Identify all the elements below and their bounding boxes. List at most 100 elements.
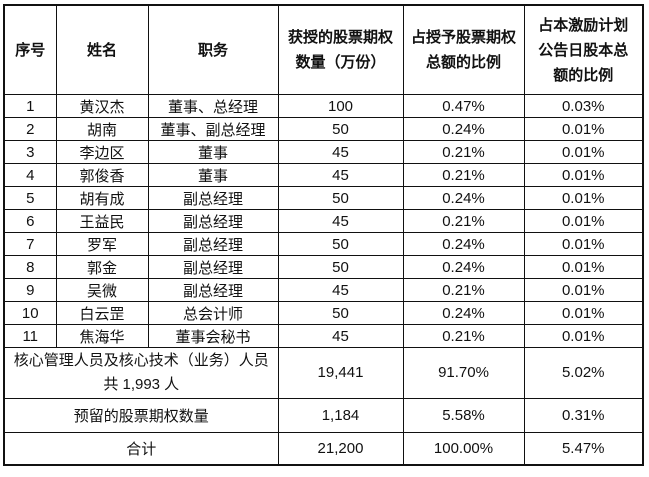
cell-pct-capital: 0.01% bbox=[523, 140, 644, 164]
table-row: 9 吴微 副总经理 45 0.21% 0.01% bbox=[3, 278, 644, 302]
cell-title: 副总经理 bbox=[147, 232, 279, 256]
cell-name: 胡南 bbox=[55, 117, 149, 141]
cell-amount: 50 bbox=[277, 186, 404, 210]
cell-pct-granted: 0.21% bbox=[402, 163, 525, 187]
cell-title: 董事 bbox=[147, 163, 279, 187]
cell-no: 7 bbox=[3, 232, 57, 256]
summary-label: 核心管理人员及核心技术（业务）人员 共 1,993 人 bbox=[3, 347, 279, 399]
cell-title: 董事、总经理 bbox=[147, 94, 279, 118]
cell-pct-granted: 0.21% bbox=[402, 140, 525, 164]
header-cell-pct-capital: 占本激励计划 公告日股本总 额的比例 bbox=[523, 4, 644, 95]
cell-pct-capital: 0.01% bbox=[523, 117, 644, 141]
cell-name: 郭俊香 bbox=[55, 163, 149, 187]
cell-name: 李边区 bbox=[55, 140, 149, 164]
summary-row-total: 合计 21,200 100.00% 5.47% bbox=[3, 432, 644, 466]
cell-no: 9 bbox=[3, 278, 57, 302]
cell-pct-granted: 0.21% bbox=[402, 324, 525, 348]
cell-name: 黄汉杰 bbox=[55, 94, 149, 118]
table-row: 4 郭俊香 董事 45 0.21% 0.01% bbox=[3, 163, 644, 187]
cell-pct-granted: 0.47% bbox=[402, 94, 525, 118]
cell-amount: 45 bbox=[277, 163, 404, 187]
cell-pct-capital: 5.47% bbox=[523, 432, 644, 466]
cell-pct-capital: 0.01% bbox=[523, 324, 644, 348]
header-cell-pct-granted: 占授予股票期权 总额的比例 bbox=[402, 4, 525, 95]
cell-title: 董事会秘书 bbox=[147, 324, 279, 348]
cell-pct-capital: 0.01% bbox=[523, 278, 644, 302]
cell-pct-granted: 100.00% bbox=[402, 432, 525, 466]
cell-title: 董事、副总经理 bbox=[147, 117, 279, 141]
cell-pct-granted: 0.24% bbox=[402, 255, 525, 279]
cell-title: 副总经理 bbox=[147, 186, 279, 210]
cell-name: 郭金 bbox=[55, 255, 149, 279]
table-row: 3 李边区 董事 45 0.21% 0.01% bbox=[3, 140, 644, 164]
cell-amount: 45 bbox=[277, 278, 404, 302]
cell-pct-capital: 0.01% bbox=[523, 186, 644, 210]
cell-pct-capital: 0.31% bbox=[523, 398, 644, 433]
cell-amount: 50 bbox=[277, 301, 404, 325]
cell-title: 副总经理 bbox=[147, 255, 279, 279]
cell-pct-granted: 0.21% bbox=[402, 209, 525, 233]
header-cell-title: 职务 bbox=[147, 4, 279, 95]
cell-amount: 50 bbox=[277, 232, 404, 256]
table-row: 2 胡南 董事、副总经理 50 0.24% 0.01% bbox=[3, 117, 644, 141]
summary-row-core-staff: 核心管理人员及核心技术（业务）人员 共 1,993 人 19,441 91.70… bbox=[3, 347, 644, 399]
cell-title: 董事 bbox=[147, 140, 279, 164]
cell-name: 吴微 bbox=[55, 278, 149, 302]
cell-pct-granted: 0.24% bbox=[402, 232, 525, 256]
cell-amount: 100 bbox=[277, 94, 404, 118]
cell-title: 副总经理 bbox=[147, 209, 279, 233]
cell-no: 1 bbox=[3, 94, 57, 118]
cell-pct-granted: 0.21% bbox=[402, 278, 525, 302]
table-row: 5 胡有成 副总经理 50 0.24% 0.01% bbox=[3, 186, 644, 210]
header-cell-no: 序号 bbox=[3, 4, 57, 95]
summary-label: 合计 bbox=[3, 432, 279, 466]
stock-option-grant-table: 序号 姓名 职务 获授的股票期权 数量（万份） 占授予股票期权 总额的比例 占本… bbox=[3, 4, 644, 466]
cell-name: 罗军 bbox=[55, 232, 149, 256]
cell-title: 副总经理 bbox=[147, 278, 279, 302]
cell-pct-capital: 0.03% bbox=[523, 94, 644, 118]
cell-pct-capital: 5.02% bbox=[523, 347, 644, 399]
cell-pct-capital: 0.01% bbox=[523, 209, 644, 233]
cell-amount: 50 bbox=[277, 255, 404, 279]
cell-name: 白云罡 bbox=[55, 301, 149, 325]
header-row: 序号 姓名 职务 获授的股票期权 数量（万份） 占授予股票期权 总额的比例 占本… bbox=[3, 4, 644, 95]
cell-no: 10 bbox=[3, 301, 57, 325]
summary-label: 预留的股票期权数量 bbox=[3, 398, 279, 433]
cell-amount: 21,200 bbox=[277, 432, 404, 466]
cell-no: 6 bbox=[3, 209, 57, 233]
cell-pct-capital: 0.01% bbox=[523, 232, 644, 256]
grant-table-container: 序号 姓名 职务 获授的股票期权 数量（万份） 占授予股票期权 总额的比例 占本… bbox=[3, 4, 644, 466]
header-cell-name: 姓名 bbox=[55, 4, 149, 95]
cell-pct-granted: 0.24% bbox=[402, 117, 525, 141]
header-cell-amount: 获授的股票期权 数量（万份） bbox=[277, 4, 404, 95]
cell-amount: 45 bbox=[277, 209, 404, 233]
table-row: 7 罗军 副总经理 50 0.24% 0.01% bbox=[3, 232, 644, 256]
cell-title: 总会计师 bbox=[147, 301, 279, 325]
cell-amount: 50 bbox=[277, 117, 404, 141]
cell-pct-granted: 0.24% bbox=[402, 301, 525, 325]
cell-pct-granted: 91.70% bbox=[402, 347, 525, 399]
cell-no: 2 bbox=[3, 117, 57, 141]
table-row: 10 白云罡 总会计师 50 0.24% 0.01% bbox=[3, 301, 644, 325]
cell-no: 8 bbox=[3, 255, 57, 279]
cell-no: 4 bbox=[3, 163, 57, 187]
cell-amount: 45 bbox=[277, 140, 404, 164]
cell-no: 5 bbox=[3, 186, 57, 210]
cell-pct-capital: 0.01% bbox=[523, 163, 644, 187]
table-row: 11 焦海华 董事会秘书 45 0.21% 0.01% bbox=[3, 324, 644, 348]
cell-name: 胡有成 bbox=[55, 186, 149, 210]
table-row: 1 黄汉杰 董事、总经理 100 0.47% 0.03% bbox=[3, 94, 644, 118]
cell-pct-capital: 0.01% bbox=[523, 255, 644, 279]
cell-pct-granted: 0.24% bbox=[402, 186, 525, 210]
table-row: 6 王益民 副总经理 45 0.21% 0.01% bbox=[3, 209, 644, 233]
cell-amount: 19,441 bbox=[277, 347, 404, 399]
cell-pct-granted: 5.58% bbox=[402, 398, 525, 433]
cell-name: 王益民 bbox=[55, 209, 149, 233]
cell-name: 焦海华 bbox=[55, 324, 149, 348]
cell-amount: 45 bbox=[277, 324, 404, 348]
cell-no: 3 bbox=[3, 140, 57, 164]
cell-pct-capital: 0.01% bbox=[523, 301, 644, 325]
table-row: 8 郭金 副总经理 50 0.24% 0.01% bbox=[3, 255, 644, 279]
cell-no: 11 bbox=[3, 324, 57, 348]
summary-row-reserved: 预留的股票期权数量 1,184 5.58% 0.31% bbox=[3, 398, 644, 433]
